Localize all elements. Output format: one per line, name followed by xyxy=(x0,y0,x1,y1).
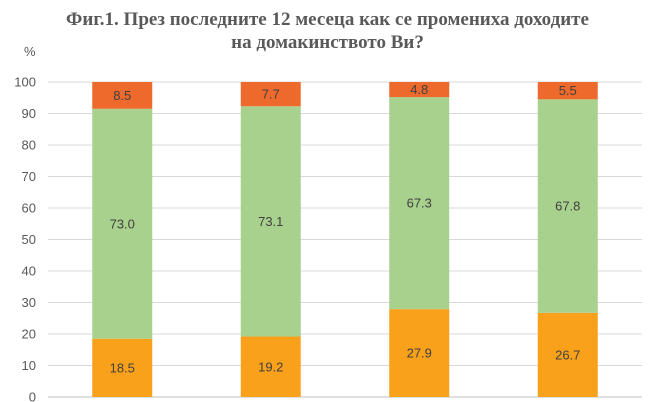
bar-3-series-2 xyxy=(389,97,450,310)
chart-title-line-2: на домакинството Ви? xyxy=(231,32,424,53)
y-tick-label-30: 30 xyxy=(22,295,36,310)
y-tick-label-20: 20 xyxy=(22,327,36,342)
data-label-4-series-1: 26.7 xyxy=(555,347,580,362)
data-label-2-series-2: 73.1 xyxy=(258,214,283,229)
data-label-3-series-3: 4.8 xyxy=(410,82,428,97)
data-label-2-series-3: 7.7 xyxy=(262,87,280,102)
bar-2-series-1 xyxy=(240,336,301,397)
y-tick-label-100: 100 xyxy=(14,75,36,90)
y-tick-label-50: 50 xyxy=(22,232,36,247)
bar-3-series-1 xyxy=(389,309,450,397)
y-tick-label-10: 10 xyxy=(22,358,36,373)
bar-1-series-1 xyxy=(92,338,153,397)
data-label-1-series-1: 18.5 xyxy=(110,360,135,375)
y-tick-label-60: 60 xyxy=(22,201,36,216)
bar-3-series-3 xyxy=(389,82,450,98)
y-axis-unit: % xyxy=(24,44,36,59)
data-label-2-series-1: 19.2 xyxy=(258,359,283,374)
chart-title-line-1: Фиг.1. През последните 12 месеца как се … xyxy=(66,9,589,30)
data-label-1-series-2: 73.0 xyxy=(110,216,135,231)
bar-4-series-2 xyxy=(537,99,598,313)
data-label-1-series-3: 8.5 xyxy=(113,88,131,103)
bar-2-series-3 xyxy=(240,82,301,107)
data-label-3-series-1: 27.9 xyxy=(407,346,432,361)
data-label-4-series-3: 5.5 xyxy=(559,83,577,98)
y-tick-label-90: 90 xyxy=(22,106,36,121)
y-tick-label-70: 70 xyxy=(22,169,36,184)
bar-1-series-3 xyxy=(92,82,153,109)
y-tick-label-40: 40 xyxy=(22,264,36,279)
bar-4-series-3 xyxy=(537,82,598,100)
bar-1-series-2 xyxy=(92,108,153,339)
y-tick-label-80: 80 xyxy=(22,138,36,153)
bar-2-series-2 xyxy=(240,106,301,337)
bar-4-series-1 xyxy=(537,312,598,397)
chart-title: Фиг.1. През последните 12 месеца как се … xyxy=(0,8,655,54)
data-label-3-series-2: 67.3 xyxy=(407,196,432,211)
data-label-4-series-2: 67.8 xyxy=(555,199,580,214)
y-tick-label-0: 0 xyxy=(29,390,36,402)
